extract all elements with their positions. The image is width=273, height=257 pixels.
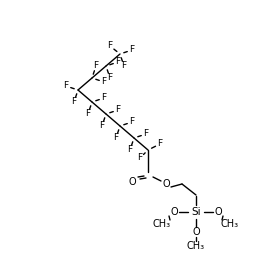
Text: F: F [129,45,135,54]
Text: F: F [143,130,149,139]
Text: O: O [162,179,170,189]
Text: O: O [214,207,222,217]
Text: F: F [115,106,121,115]
Text: F: F [72,97,76,106]
Text: F: F [121,61,127,70]
Text: F: F [63,81,69,90]
Text: F: F [158,140,162,149]
Text: F: F [137,153,143,162]
Text: CH₃: CH₃ [221,219,239,229]
Text: F: F [99,122,105,131]
Text: F: F [114,133,118,142]
Text: F: F [115,58,121,67]
Text: F: F [129,117,135,126]
Text: F: F [93,61,99,70]
Text: O: O [192,227,200,237]
Text: O: O [128,177,136,187]
Text: CH₃: CH₃ [153,219,171,229]
Text: F: F [85,109,91,118]
Text: O: O [170,207,178,217]
Text: F: F [102,78,106,87]
Text: F: F [102,94,106,103]
Text: F: F [108,41,112,50]
Text: F: F [108,74,112,82]
Text: Si: Si [191,207,201,217]
Text: CH₃: CH₃ [187,241,205,251]
Text: F: F [127,145,133,154]
